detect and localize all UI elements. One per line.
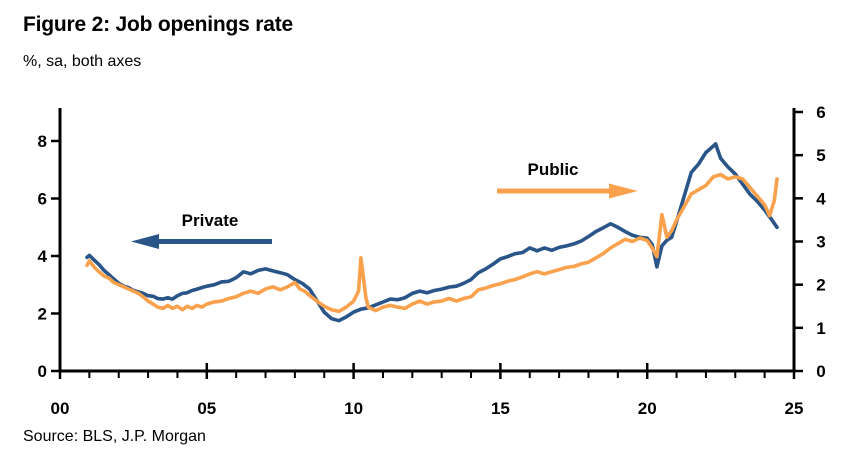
x-axis-tick-label: 25 (785, 399, 804, 418)
right-axis-tick-label: 3 (816, 233, 825, 252)
x-axis-tick-label: 20 (638, 399, 657, 418)
figure-title: Figure 2: Job openings rate (23, 13, 293, 36)
public-arrow-head-icon (609, 183, 638, 199)
right-axis-tick-label: 0 (816, 362, 825, 381)
figure-subtitle: %, sa, both axes (23, 53, 142, 70)
right-axis-tick-label: 1 (816, 319, 825, 338)
right-axis-tick-label: 5 (816, 146, 825, 165)
private-series-label: Private (181, 211, 239, 230)
left-axis-tick-label: 8 (38, 132, 47, 151)
public-line-series (85, 172, 779, 314)
source-note: Source: BLS, J.P. Morgan (23, 428, 206, 445)
left-axis-tick-label: 4 (38, 247, 48, 266)
private-line-series (85, 142, 779, 323)
x-axis-tick-label: 10 (344, 399, 363, 418)
x-axis-tick-label: 15 (491, 399, 510, 418)
left-axis-tick-label: 2 (38, 305, 47, 324)
x-axis-tick-label: 05 (197, 399, 216, 418)
public-series-label: Public (527, 160, 579, 179)
right-axis-tick-label: 4 (816, 189, 826, 208)
left-axis-tick-label: 0 (38, 362, 47, 381)
left-axis-tick-label: 6 (38, 190, 47, 209)
right-axis-tick-label: 6 (816, 103, 825, 122)
right-axis-tick-label: 2 (816, 276, 825, 295)
private-arrow-head-icon (131, 234, 159, 249)
x-axis-tick-label: 00 (51, 399, 70, 418)
